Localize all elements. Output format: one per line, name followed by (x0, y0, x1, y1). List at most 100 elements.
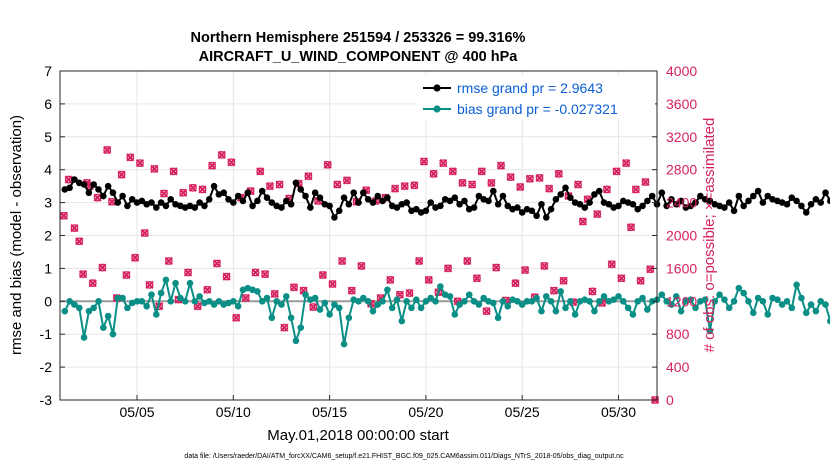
bias-point (528, 298, 536, 305)
obs-x-stroke (496, 161, 506, 170)
obs-x-stroke (251, 268, 260, 277)
bias-point (321, 299, 329, 307)
bias-point (234, 302, 242, 310)
obs-assimilated-marker (79, 270, 88, 279)
rmse-point (307, 204, 314, 211)
rmse-point (297, 186, 305, 193)
obs-possible-marker (343, 176, 351, 185)
obs-assimilated-marker (545, 184, 554, 193)
rmse-point (114, 199, 122, 206)
rmse-point (552, 196, 560, 203)
rmse-point (542, 214, 550, 221)
bias-point (465, 291, 473, 299)
obs-x-stroke (140, 228, 149, 238)
obs-x-stroke (415, 256, 424, 266)
obs-assimilated-marker (217, 150, 226, 160)
rmse-point (148, 199, 155, 206)
rmse-point (234, 192, 242, 200)
rmse-point (605, 200, 613, 208)
obs-x-stroke (103, 145, 112, 155)
obs-possible-marker (627, 223, 635, 232)
obs-possible-marker (222, 272, 231, 281)
rmse-point (316, 194, 324, 201)
bias-point (133, 298, 141, 305)
bias-point (119, 294, 126, 302)
obs-possible-marker (347, 286, 356, 295)
rmse-point (783, 200, 791, 208)
obs-assimilated-marker (511, 279, 520, 288)
bias-point (186, 279, 194, 287)
bias-point (827, 317, 830, 325)
obs-possible-marker (333, 180, 342, 189)
bias-point (547, 298, 555, 305)
rmse-point (335, 207, 343, 215)
rmse-point (100, 192, 107, 200)
rmse-point (287, 200, 295, 208)
bias-point (461, 298, 468, 305)
right-tick-label: 0 (666, 392, 674, 408)
obs-assimilated-marker (554, 169, 563, 178)
bias-point (331, 301, 338, 308)
rmse-point (644, 197, 651, 205)
bias-point (302, 291, 309, 299)
obs-x-stroke (593, 210, 602, 219)
rmse-point (446, 197, 454, 205)
bias-point (258, 298, 266, 305)
rmse-point (71, 176, 78, 183)
rmse-point (759, 199, 767, 206)
obs-x-stroke (164, 256, 173, 266)
obs-assimilated-marker (588, 287, 597, 296)
obs-possible-marker (511, 279, 520, 288)
obs-assimilated-marker (443, 264, 453, 273)
bias-point (379, 298, 386, 305)
obs-possible-marker (145, 280, 154, 289)
rmse-point (345, 200, 353, 208)
obs-possible-marker (275, 180, 284, 189)
obs-x-stroke (458, 178, 467, 187)
obs-x-stroke (212, 259, 222, 268)
legend-rmse-label: rmse grand pr = 2.9643 (457, 80, 603, 96)
footer-data-file: data file: /Users/raeder/DAI/ATM_forcXX/… (184, 453, 624, 460)
obs-assimilated-marker (251, 268, 260, 277)
obs-assimilated-marker (227, 158, 236, 167)
obs-possible-marker (429, 169, 438, 178)
obs-assimilated-marker (626, 223, 636, 232)
obs-x-stroke (126, 153, 135, 162)
obs-assimilated-marker (145, 280, 154, 289)
obs-assimilated-marker (458, 178, 467, 187)
rmse-point (802, 209, 810, 216)
obs-assimilated-marker (130, 253, 140, 262)
bias-point (393, 296, 401, 303)
obs-x-stroke (453, 297, 462, 306)
obs-assimilated-marker (419, 157, 429, 166)
bias-point (85, 307, 93, 315)
rmse-point (350, 189, 357, 197)
x-tick-label: 05/15 (312, 404, 347, 420)
bias-point (523, 298, 531, 305)
rmse-point (668, 196, 675, 203)
bias-point (658, 291, 666, 299)
obs-assimilated-marker (593, 210, 602, 219)
obs-x-stroke (516, 182, 525, 192)
obs-possible-marker (458, 178, 467, 187)
bias-point (687, 296, 695, 303)
x-tick-label: 05/05 (120, 404, 155, 420)
obs-possible-marker (410, 181, 419, 190)
obs-x-stroke (405, 288, 414, 298)
left-tick-label: -3 (40, 392, 53, 408)
bias-point (735, 284, 743, 292)
obs-assimilated-marker (164, 256, 173, 266)
rmse-point (374, 192, 382, 200)
obs-assimilated-marker (487, 178, 496, 187)
obs-x-stroke (463, 256, 472, 266)
chart-title-line1: Northern Hemisphere 251594 / 253326 = 99… (191, 30, 526, 46)
rmse-point (725, 199, 733, 206)
obs-assimilated-marker (169, 167, 178, 176)
obs-possible-marker (415, 257, 424, 265)
bias-point (533, 294, 540, 302)
obs-possible-marker (103, 146, 112, 154)
obs-possible-marker (136, 159, 144, 168)
rmse-point (244, 189, 252, 197)
obs-possible-marker (535, 174, 544, 182)
bias-point (778, 301, 786, 308)
